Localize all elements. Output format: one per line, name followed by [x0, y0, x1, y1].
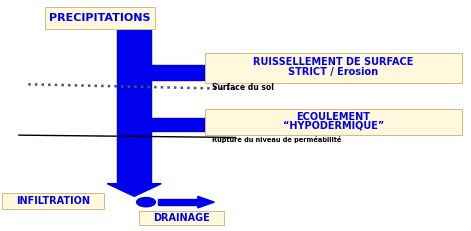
FancyBboxPatch shape [45, 7, 155, 29]
Polygon shape [198, 196, 214, 208]
Text: INFILTRATION: INFILTRATION [16, 196, 90, 206]
Circle shape [137, 198, 155, 207]
Text: Rupture du niveau de perméabilité: Rupture du niveau de perméabilité [212, 136, 341, 143]
Polygon shape [217, 61, 245, 84]
Text: STRICT / Erosion: STRICT / Erosion [288, 67, 378, 77]
Text: “HYPODERMIQUE”: “HYPODERMIQUE” [283, 121, 384, 131]
Bar [134, 118, 207, 131]
Text: Surface du sol: Surface du sol [212, 83, 274, 91]
Bar [117, 30, 151, 184]
Text: PRECIPITATIONS: PRECIPITATIONS [49, 13, 151, 23]
Text: RUISSELLEMENT DE SURFACE: RUISSELLEMENT DE SURFACE [253, 57, 414, 67]
Text: ECOULEMENT: ECOULEMENT [296, 112, 370, 122]
FancyBboxPatch shape [205, 109, 462, 135]
FancyBboxPatch shape [2, 193, 104, 209]
Text: DRAINAGE: DRAINAGE [153, 213, 210, 223]
Polygon shape [207, 115, 231, 134]
FancyBboxPatch shape [139, 211, 224, 225]
Polygon shape [107, 184, 161, 196]
FancyBboxPatch shape [205, 53, 462, 83]
Bar [158, 199, 198, 205]
Bar [134, 65, 217, 80]
